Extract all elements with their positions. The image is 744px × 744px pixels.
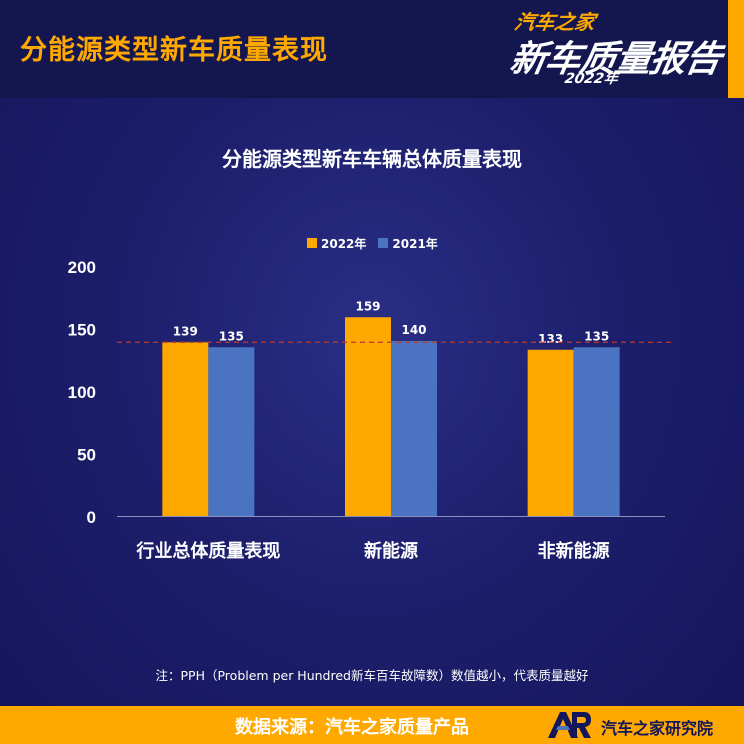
legend-swatch-2022 [307,238,317,248]
y-tick-label-1: 50 [77,446,96,465]
chart-legend: 2022年 2021年 [307,234,450,252]
bar-0-0 [162,342,209,516]
bar-chart: 0 50 100 150 200 139 135 行业总体质量表现 159 140 新能源 133 13… [68,258,673,562]
data-label-1-1: 140 [401,323,426,337]
bar-2-1 [573,347,620,516]
y-tick-label-3: 150 [68,321,96,340]
data-source: 数据来源：汽车之家质量产品 [235,717,469,738]
data-label-1-0: 159 [355,299,380,313]
bar-1-0 [345,317,391,516]
org-name: 汽车之家研究院 [601,719,714,738]
legend-label-2022: 2022年 [321,236,367,251]
legend-swatch-2021 [378,238,389,248]
x-tick-label-2: 非新能源 [538,540,610,562]
legend-item-2021: 2021年 [378,235,438,252]
ar-logo-icon [548,712,591,738]
y-tick-label-2: 100 [68,383,96,402]
y-tick-label-0: 0 [87,508,96,527]
footnote: 注：PPH（Problem per Hundred新车百车故障数）数值越小，代表… [155,668,589,683]
legend-item-2022: 2022年 [307,235,366,252]
page-title: 分能源类型新车质量表现 [20,35,328,66]
header-accent-stripe [728,0,744,98]
data-label-0-1: 135 [219,329,244,343]
bar-2-0 [527,349,574,516]
bar-0-1 [208,347,255,516]
legend-label-2021: 2021年 [392,236,438,251]
x-tick-label-1: 新能源 [364,540,418,562]
footer-bar: 数据来源：汽车之家质量产品 汽车之家研究院 [0,706,744,744]
y-tick-label-4: 200 [68,258,96,277]
header-bar: 分能源类型新车质量表现 汽车之家 新车质量报告 2022年 [0,0,744,98]
data-label-0-0: 139 [173,324,198,338]
x-tick-label-0: 行业总体质量表现 [135,540,280,562]
bar-1-1 [391,341,437,516]
chart-title: 分能源类型新车车辆总体质量表现 [222,147,522,171]
data-label-2-1: 135 [584,329,609,343]
data-label-2-0: 133 [538,332,563,346]
